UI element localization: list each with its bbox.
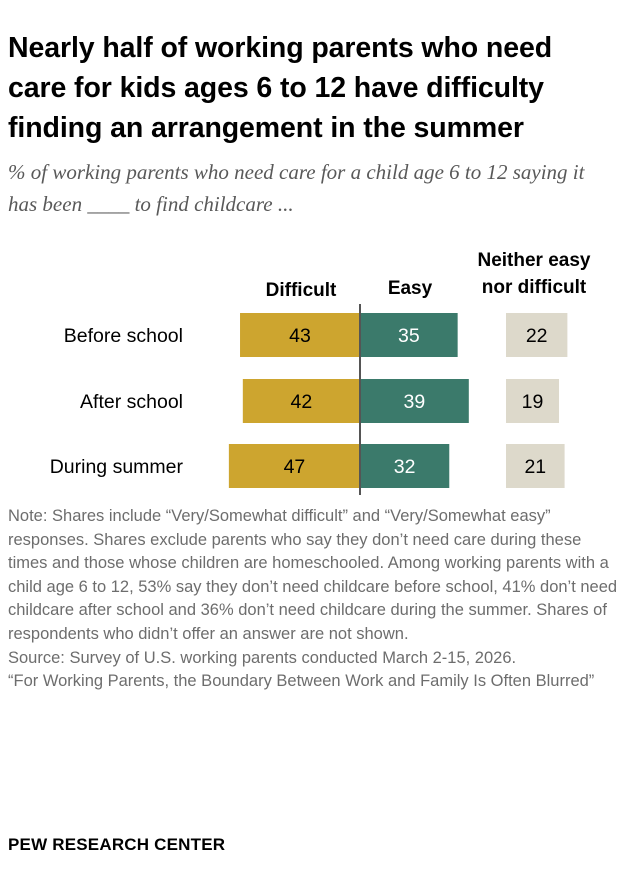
column-header-neither-line-2: nor difficult	[482, 277, 587, 298]
bar-easy-before-school	[360, 313, 458, 357]
value-label-easy-before-school: 35	[398, 325, 420, 347]
bar-neither-before-school	[506, 313, 568, 357]
chart-subtitle: % of working parents who need care for a…	[8, 160, 585, 216]
bar-neither-during-summer	[506, 444, 565, 488]
value-label-difficult-before-school: 43	[289, 325, 311, 347]
bar-neither-after-school	[506, 379, 560, 423]
value-label-neither-during-summer: 21	[524, 456, 546, 478]
value-label-easy-during-summer: 32	[394, 456, 416, 478]
note-text: Note: Shares include “Very/Somewhat diff…	[8, 507, 618, 643]
value-label-difficult-during-summer: 47	[284, 456, 306, 478]
column-header-neither-line-1: Neither easy	[477, 250, 590, 271]
column-header-difficult: Difficult	[266, 280, 337, 301]
value-label-difficult-after-school: 42	[291, 391, 313, 413]
category-label-before-school: Before school	[64, 325, 183, 347]
report-title-text: “For Working Parents, the Boundary Betwe…	[8, 672, 595, 691]
diverging-bar-chart: Difficult Easy Neither easy nor difficult Be…	[50, 250, 591, 495]
chart-notes: Note: Shares include “Very/Somewhat diff…	[8, 505, 618, 694]
bar-difficult-after-school	[242, 379, 360, 423]
category-label-during-summer: During summer	[50, 456, 184, 478]
chart-title: Nearly half of working parents who need …	[8, 32, 553, 144]
category-label-after-school: After school	[80, 391, 183, 413]
brand-logo-text: PEW RESEARCH CENTER	[8, 835, 226, 854]
source-text: Source: Survey of U.S. working parents c…	[8, 648, 517, 667]
bar-difficult-during-summer	[228, 444, 360, 488]
value-label-neither-after-school: 19	[522, 391, 544, 413]
bar-easy-after-school	[360, 379, 469, 423]
bar-difficult-before-school	[240, 313, 360, 357]
bar-easy-during-summer	[360, 444, 450, 488]
value-label-neither-before-school: 22	[526, 325, 548, 347]
column-header-easy: Easy	[388, 278, 433, 299]
value-label-easy-after-school: 39	[404, 391, 426, 413]
